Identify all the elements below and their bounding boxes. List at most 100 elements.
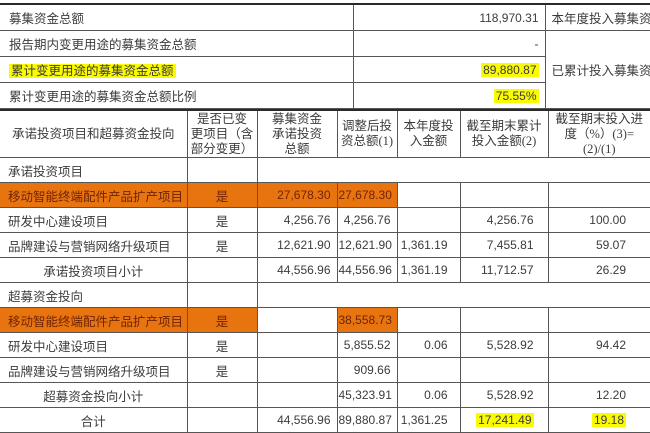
summary-row-changed-period: 报告期内变更用途的募集资金总额 - 已累计投入募集资 [0, 30, 650, 109]
project-row-rnd-committed: 研发中心建设项目 是 4,256.76 4,256.76 4,256.76 10… [0, 207, 650, 233]
cumulative-invest-label: 已累计投入募集资 [551, 64, 650, 78]
summary-value-cell: - [352, 30, 545, 57]
adjusted-amount-cell: 12,621.90 [336, 232, 398, 258]
empty-span-cell [256, 282, 650, 308]
section-title-cell: 承诺投资项目 [0, 157, 188, 183]
summary-value-cell: 118,970.31 [352, 4, 545, 31]
summary-value: 118,970.31 [479, 10, 539, 25]
changed-flag-cell: 是 [186, 232, 258, 258]
adjusted-amount-cell: 27,678.30 [336, 182, 398, 208]
summary-value-cell: 75.55% [352, 82, 545, 109]
year-amount-cell: 0.06 [396, 332, 461, 358]
committed-amount-cell [256, 357, 338, 383]
cumulative-amount-cell: 5,528.92 [459, 332, 549, 358]
summary-label: 报告期内变更用途的募集资金总额 [9, 38, 197, 52]
committed-amount-cell [256, 382, 338, 408]
subtotal-label-cell: 超募资金投向小计 [0, 382, 188, 408]
header-changed: 是否已变 更项目（含 部分变更） [186, 109, 258, 158]
cumulative-invest-label-cell: 已累计投入募集资 [544, 30, 650, 109]
progress-cell: 19.18 [547, 407, 650, 433]
changed-flag-cell: 是 [186, 357, 258, 383]
project-row-brand-oversub: 品牌建设与营销网络升级项目 是 909.66 [0, 357, 650, 383]
progress-cell [547, 357, 650, 383]
summary-label-cell: 报告期内变更用途的募集资金总额 [0, 30, 353, 57]
yellow-highlight-value: 17,241.49 [476, 413, 534, 427]
adjusted-amount-cell: 44,556.96 [336, 257, 398, 283]
summary-value-cell: 89,880.87 [352, 56, 545, 83]
summary-label-cell: 累计变更用途的募集资金总额比例 [0, 82, 353, 109]
project-row-brand-committed: 品牌建设与营销网络升级项目 是 12,621.90 12,621.90 1,36… [0, 232, 650, 258]
year-amount-cell: 1,361.25 [396, 407, 461, 433]
changed-flag-cell: 是 [186, 307, 258, 333]
yellow-highlight-label: 累计变更用途的募集资金总额 [9, 64, 176, 78]
cumulative-amount-cell: 5,528.92 [459, 382, 549, 408]
empty-span-cell [256, 157, 650, 183]
committed-amount-cell: 27,678.30 [256, 182, 338, 208]
changed-flag-cell [186, 157, 258, 183]
year-amount-cell: 1,361.19 [396, 257, 461, 283]
changed-flag-cell: 是 [186, 207, 258, 233]
progress-cell: 26.29 [547, 257, 650, 283]
committed-amount-cell [256, 332, 338, 358]
year-amount-cell [396, 207, 461, 233]
fund-summary-table: 募集资金总额 118,970.31 本年度投入募集资 报告期内变更用途的募集资金… [0, 3, 650, 109]
cumulative-amount-cell [459, 182, 549, 208]
header-adjusted: 调整后投 资总额(1) [336, 109, 398, 158]
changed-flag-cell: 是 [186, 332, 258, 358]
adjusted-amount-cell: 909.66 [336, 357, 398, 383]
table-header-row: 承诺投资项目和超募资金投向 是否已变 更项目（含 部分变更） 募集资金 承诺投资… [0, 109, 650, 158]
progress-cell [547, 307, 650, 333]
summary-row-changed-ratio: 累计变更用途的募集资金总额比例 75.55% [0, 82, 650, 109]
year-amount-cell [396, 357, 461, 383]
header-year-amount: 本年度投 入金额 [396, 109, 461, 158]
project-name-cell: 研发中心建设项目 [0, 207, 188, 233]
cumulative-amount-cell [459, 307, 549, 333]
changed-flag-cell [186, 257, 258, 283]
progress-cell: 12.20 [547, 382, 650, 408]
yearly-invest-label: 本年度投入募集资 [551, 12, 650, 26]
total-label-cell: 合计 [0, 407, 188, 433]
summary-row-changed-cumulative: 累计变更用途的募集资金总额 89,880.87 [0, 56, 650, 83]
project-name-cell: 品牌建设与营销网络升级项目 [0, 232, 188, 258]
summary-label: 募集资金总额 [9, 12, 85, 26]
yellow-highlight-value: 75.55% [493, 88, 539, 103]
adjusted-amount-cell: 38,558.73 [336, 307, 398, 333]
subtotal-row-oversub: 超募资金投向小计 45,323.91 0.06 5,528.92 12.20 [0, 382, 650, 408]
adjusted-amount-cell: 4,256.76 [336, 207, 398, 233]
changed-flag-cell: 是 [186, 182, 258, 208]
cumulative-amount-cell: 17,241.49 [459, 407, 549, 433]
cumulative-amount-cell: 7,455.81 [459, 232, 549, 258]
adjusted-amount-cell: 45,323.91 [336, 382, 398, 408]
header-committed: 募集资金 承诺投资 总额 [256, 109, 338, 158]
changed-flag-cell [186, 382, 258, 408]
committed-amount-cell: 4,256.76 [256, 207, 338, 233]
project-name-cell: 研发中心建设项目 [0, 332, 188, 358]
project-name-cell: 移动智能终端配件产品扩产项目 [0, 182, 188, 208]
year-amount-cell: 1,361.19 [396, 232, 461, 258]
committed-amount-cell: 12,621.90 [256, 232, 338, 258]
progress-cell: 94.42 [547, 332, 650, 358]
section-row-committed: 承诺投资项目 [0, 157, 650, 183]
committed-amount-cell [256, 307, 338, 333]
year-amount-cell [396, 307, 461, 333]
investment-projects-table: 承诺投资项目和超募资金投向 是否已变 更项目（含 部分变更） 募集资金 承诺投资… [0, 109, 650, 433]
adjusted-amount-cell: 89,880.87 [336, 407, 398, 433]
year-amount-cell: 0.06 [396, 382, 461, 408]
header-cumulative: 截至期末累计 投入金额(2) [459, 109, 549, 158]
yellow-highlight-value: 19.18 [591, 413, 626, 427]
committed-amount-cell: 44,556.96 [256, 257, 338, 283]
summary-row-total: 募集资金总额 118,970.31 本年度投入募集资 [0, 4, 650, 31]
header-progress: 截至期末投入进 度（%）(3)=(2)/(1) [547, 109, 650, 158]
year-amount-cell [396, 182, 461, 208]
summary-value: - [534, 36, 539, 51]
committed-amount-cell: 44,556.96 [256, 407, 338, 433]
header-project: 承诺投资项目和超募资金投向 [0, 109, 188, 158]
summary-label-cell: 累计变更用途的募集资金总额 [0, 56, 353, 83]
progress-cell: 59.07 [547, 232, 650, 258]
progress-cell [547, 182, 650, 208]
yellow-highlight-value: 89,880.87 [481, 62, 539, 77]
cumulative-amount-cell: 4,256.76 [459, 207, 549, 233]
progress-cell: 100.00 [547, 207, 650, 233]
project-name-cell: 品牌建设与营销网络升级项目 [0, 357, 188, 383]
